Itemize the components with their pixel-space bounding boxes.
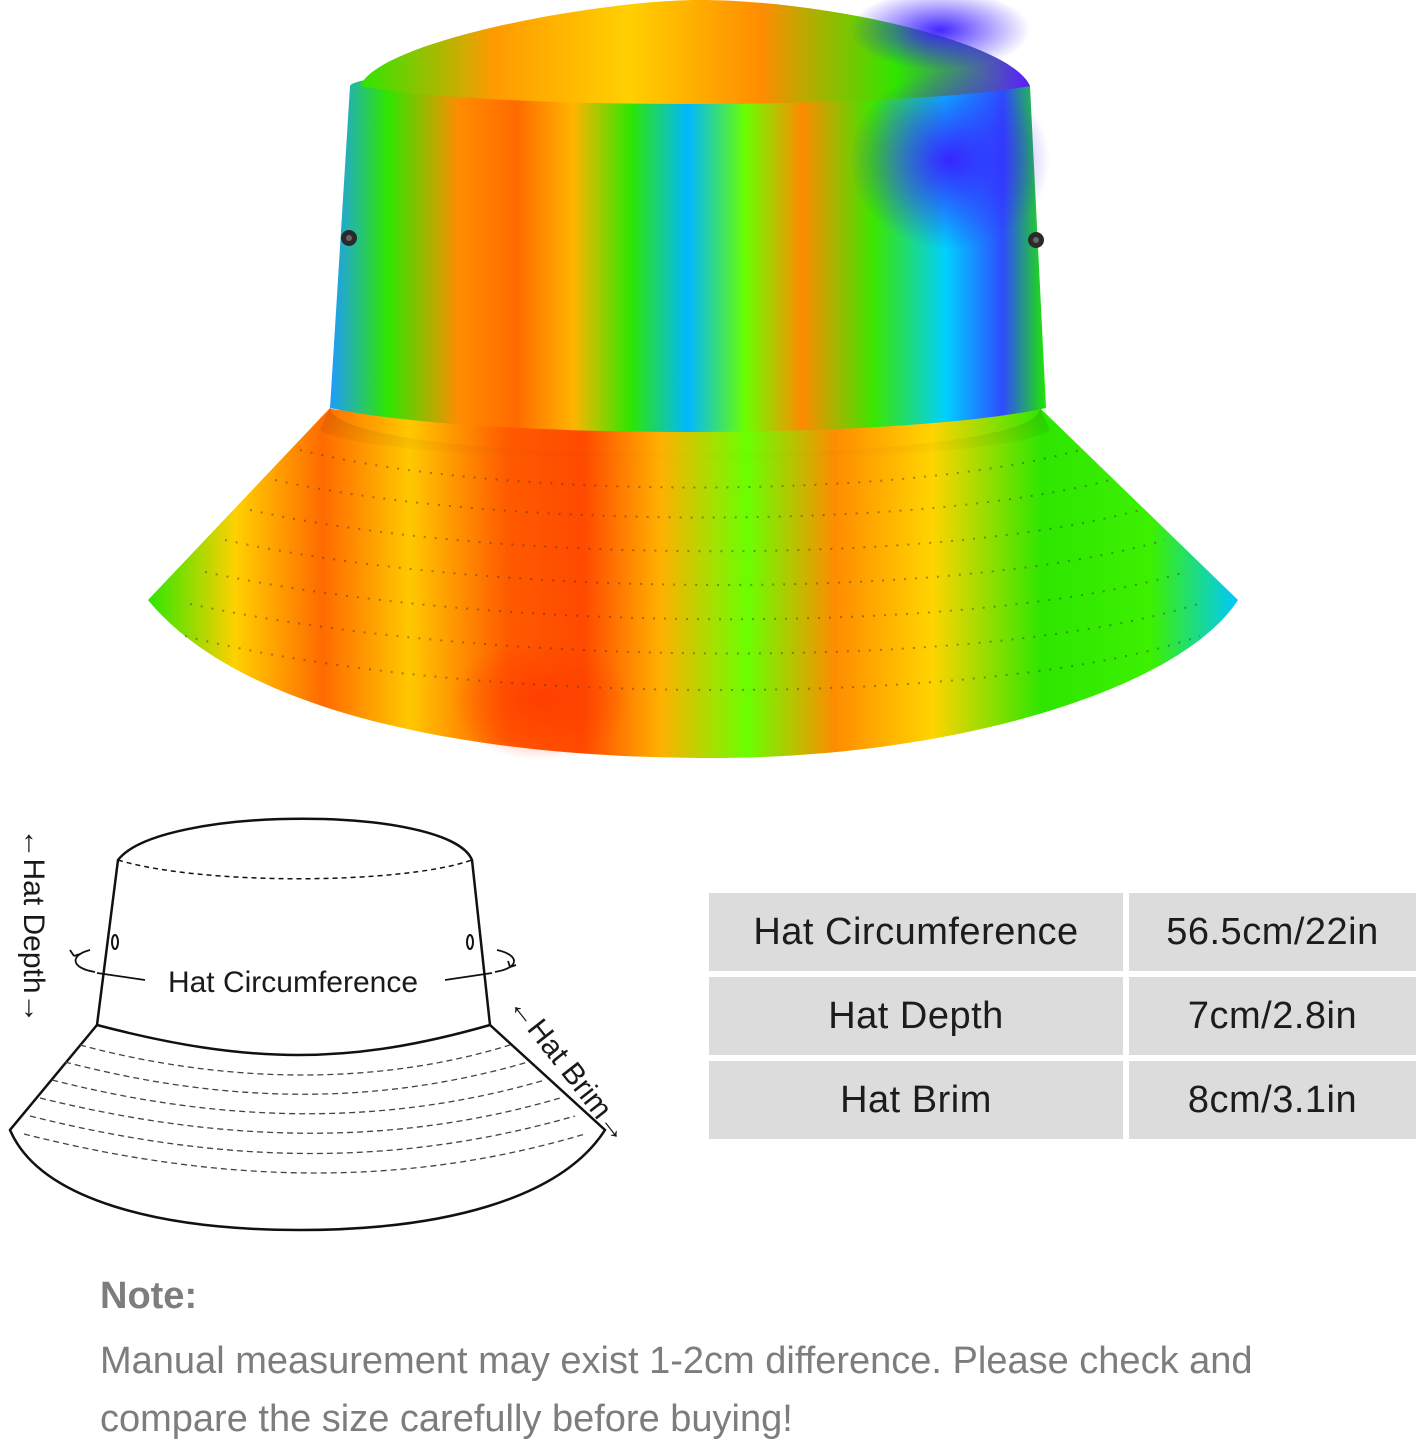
note-title: Note: <box>100 1275 198 1317</box>
size-table-row: Hat Brim 8cm/3.1in <box>709 1061 1416 1145</box>
size-name-cell: Hat Brim <box>709 1061 1123 1143</box>
size-table-row: Hat Depth 7cm/2.8in <box>709 977 1416 1061</box>
size-name-cell: Hat Depth <box>709 977 1123 1059</box>
size-value-cell: 56.5cm/22in <box>1129 893 1416 975</box>
size-table: Hat Circumference 56.5cm/22in Hat Depth 7cm… <box>709 893 1416 1145</box>
size-value-cell: 8cm/3.1in <box>1129 1061 1416 1143</box>
note-body: Manual measurement may exist 1-2cm diffe… <box>100 1340 1253 1440</box>
hat-measurement-diagram: Hat Circumference ←Hat Depth→ ←Hat Brim→ <box>8 817 637 1232</box>
size-value-cell: 7cm/2.8in <box>1129 977 1416 1059</box>
hat-brim <box>148 408 1238 759</box>
size-name-cell: Hat Circumference <box>709 893 1123 975</box>
size-table-row: Hat Circumference 56.5cm/22in <box>709 893 1416 977</box>
note-section: Note: Manual measurement may exist 1-2cm… <box>100 1275 1350 1448</box>
circumference-label: Hat Circumference <box>168 966 418 999</box>
hat-product-photo <box>148 0 1238 760</box>
depth-label: ←Hat Depth→ <box>17 828 50 1023</box>
